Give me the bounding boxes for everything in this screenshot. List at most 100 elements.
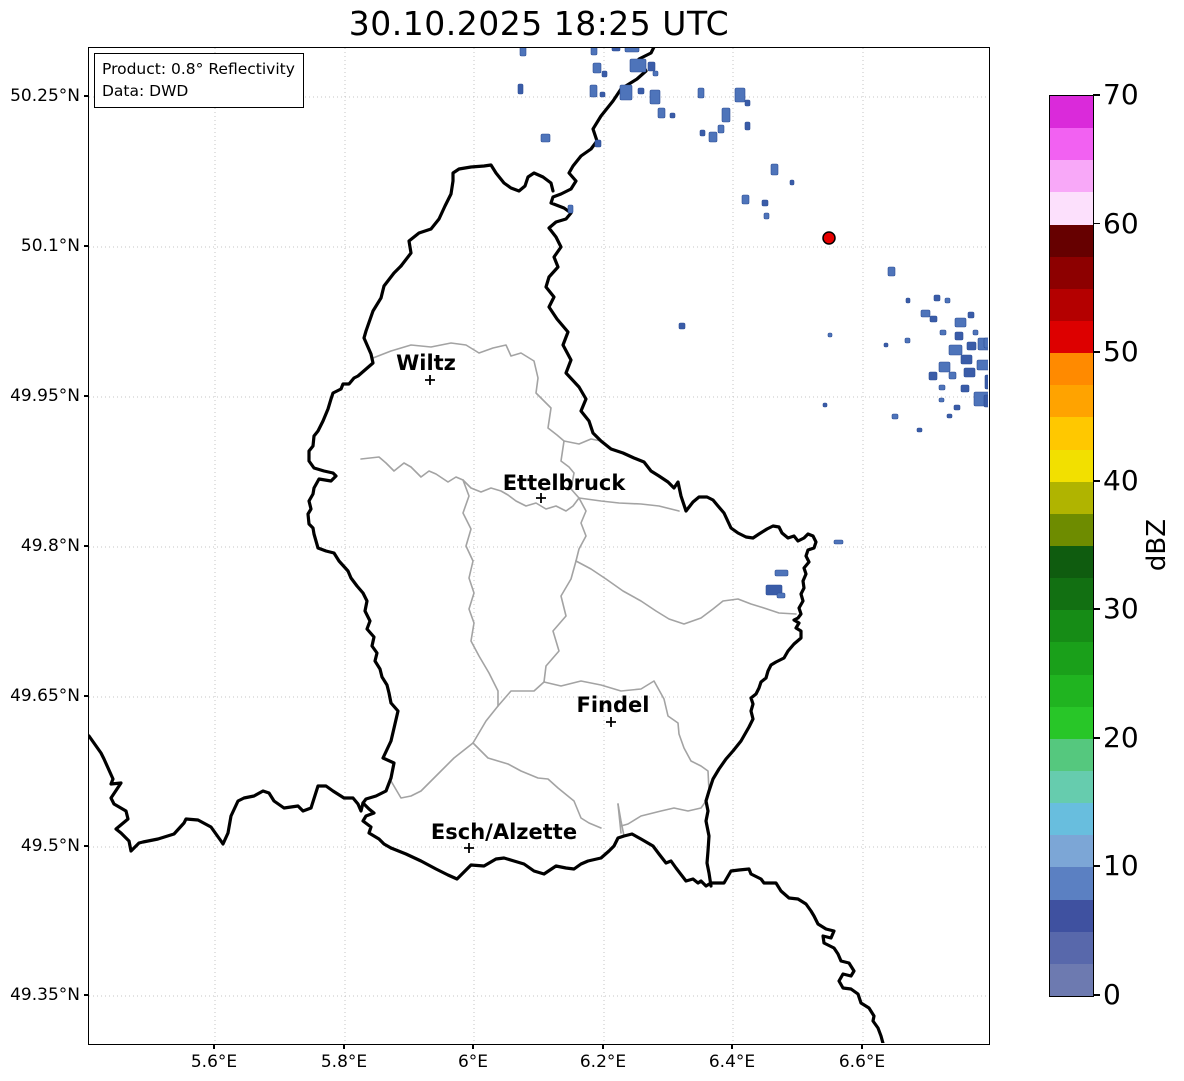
- colorbar: [1049, 95, 1094, 997]
- lon-tick-label: 6.4°E: [708, 1052, 756, 1072]
- radar-echo: [776, 592, 786, 599]
- lon-tick-mark: [602, 1045, 604, 1049]
- district-border: [617, 803, 625, 837]
- district-border: [620, 800, 707, 827]
- radar-echo: [822, 402, 828, 408]
- colorbar-segment: [1050, 192, 1093, 225]
- radar-echo: [721, 107, 731, 123]
- colorbar-segment: [1050, 610, 1093, 643]
- radar-echo: [594, 139, 602, 148]
- radar-echo: [765, 584, 783, 596]
- radar-echo: [567, 204, 574, 214]
- colorbar-segment: [1050, 256, 1093, 289]
- lon-tick-mark: [731, 1045, 733, 1049]
- radar-echo: [734, 87, 746, 103]
- radar-echo: [678, 322, 686, 330]
- lon-tick-label: 6.6°E: [838, 1052, 886, 1072]
- radar-site-marker: [822, 231, 836, 245]
- lat-tick-mark: [84, 695, 88, 697]
- radar-echo: [928, 371, 938, 381]
- colorbar-axis-label: dBZ: [1142, 518, 1172, 572]
- lon-tick-mark: [213, 1045, 215, 1049]
- radar-echo: [905, 297, 911, 304]
- radar-echo: [717, 124, 725, 134]
- lon-tick-mark: [472, 1045, 474, 1049]
- colorbar-tick-mark: [1093, 222, 1100, 225]
- colorbar-segment: [1050, 449, 1093, 482]
- lat-tick-label: 49.5°N: [20, 836, 80, 856]
- radar-echo: [916, 427, 923, 433]
- radar-echo: [770, 163, 779, 176]
- city-label: Findel: [577, 693, 650, 717]
- colorbar-segment: [1050, 224, 1093, 257]
- radar-echo: [948, 344, 963, 356]
- city-label: Esch/Alzette: [431, 820, 577, 844]
- radar-echo: [833, 539, 844, 545]
- colorbar-tick-label: 30: [1103, 592, 1139, 626]
- colorbar-segment: [1050, 867, 1093, 900]
- district-border: [575, 560, 797, 625]
- colorbar-segment: [1050, 738, 1093, 771]
- radar-echo: [744, 121, 751, 131]
- radar-echo: [789, 179, 795, 186]
- radar-echo: [967, 311, 975, 319]
- radar-echo: [624, 48, 640, 53]
- radar-echo: [976, 359, 988, 371]
- lat-tick-mark: [84, 845, 88, 847]
- colorbar-segment: [1050, 160, 1093, 193]
- lat-tick-label: 49.8°N: [20, 536, 80, 556]
- district-border: [372, 342, 580, 499]
- radar-echo: [708, 131, 718, 143]
- colorbar-segment: [1050, 417, 1093, 450]
- colorbar-segment: [1050, 642, 1093, 675]
- colorbar-segment: [1050, 96, 1093, 129]
- colorbar-tick-label: 50: [1103, 335, 1139, 369]
- radar-echo: [649, 89, 661, 105]
- lat-tick-mark: [84, 245, 88, 247]
- legend-data-source-line: Data: DWD: [102, 82, 189, 100]
- district-border: [360, 456, 580, 512]
- lon-tick-mark: [861, 1045, 863, 1049]
- colorbar-tick-label: 70: [1103, 78, 1139, 111]
- radar-echo: [933, 294, 941, 302]
- radar-echo: [697, 87, 705, 99]
- lon-tick-mark: [343, 1045, 345, 1049]
- district-border: [472, 742, 602, 829]
- radar-echo: [938, 384, 946, 391]
- legend-product-line: Product: 0.8° Reflectivity: [102, 60, 295, 78]
- radar-echo: [929, 315, 938, 323]
- radar-echo: [953, 404, 961, 411]
- radar-echo: [741, 194, 750, 205]
- radar-echo: [938, 397, 945, 403]
- city-marker: [536, 493, 546, 503]
- colorbar-segment: [1050, 578, 1093, 611]
- colorbar-segment: [1050, 835, 1093, 868]
- radar-echo: [611, 48, 621, 52]
- lat-tick-mark: [84, 545, 88, 547]
- lon-tick-label: 6.2°E: [579, 1052, 627, 1072]
- radar-echo: [944, 297, 951, 304]
- radar-echo: [883, 342, 889, 348]
- radar-echo: [599, 91, 606, 98]
- colorbar-segment: [1050, 899, 1093, 932]
- radar-echo: [589, 84, 598, 98]
- product-legend-box: Product: 0.8° Reflectivity Data: DWD: [94, 53, 304, 108]
- colorbar-tick-mark: [1093, 994, 1100, 996]
- radar-echo: [939, 329, 947, 336]
- country-border: [89, 734, 365, 853]
- radar-echo: [590, 48, 598, 56]
- radar-echo: [744, 99, 751, 107]
- colorbar-segment: [1050, 963, 1093, 996]
- lat-tick-mark: [84, 395, 88, 397]
- country-border: [399, 163, 555, 268]
- colorbar-tick-mark: [1093, 479, 1100, 482]
- radar-echo: [938, 361, 951, 373]
- radar-echo: [540, 133, 551, 143]
- colorbar-tick-mark: [1093, 94, 1100, 96]
- colorbar-tick-label: 60: [1103, 206, 1139, 240]
- radar-echo: [761, 199, 769, 207]
- radar-echo: [647, 61, 656, 72]
- radar-echo: [983, 337, 988, 349]
- radar-echo: [904, 337, 911, 344]
